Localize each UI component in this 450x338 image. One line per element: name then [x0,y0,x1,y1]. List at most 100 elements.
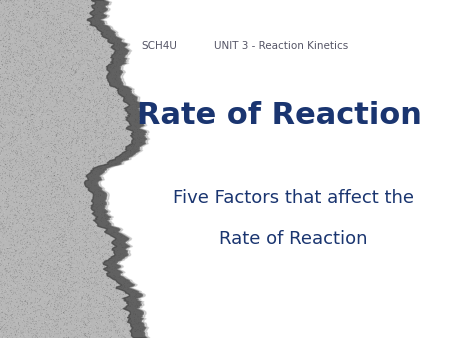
Point [76,105,84,110]
Point [18,70,25,75]
Point [61,31,68,36]
Point [67,40,74,45]
Point [98,98,105,103]
Point [96,162,104,167]
Point [65,78,72,83]
Point [38,41,45,46]
Point [22,121,29,126]
Point [111,245,118,250]
Point [99,255,107,260]
Point [113,227,121,233]
Point [65,48,72,53]
Point [84,334,91,338]
Point [99,293,106,298]
Point [0,273,4,278]
Point [123,101,130,106]
Point [16,132,23,137]
Point [116,286,123,291]
Point [36,102,43,108]
Point [130,147,137,152]
Point [91,190,98,195]
Point [116,332,123,337]
Point [60,240,67,245]
Point [69,50,76,55]
Point [67,224,74,230]
Point [10,208,17,213]
Point [85,226,92,232]
Point [1,99,8,105]
Point [27,14,35,19]
Point [89,126,96,132]
Point [32,66,39,71]
Point [92,27,99,32]
Point [34,242,41,247]
Point [124,329,131,334]
Point [18,177,25,183]
Point [25,61,32,66]
Point [44,235,51,240]
Point [6,100,13,106]
Point [72,193,79,199]
Point [77,100,85,105]
Point [132,311,139,316]
Point [113,58,121,63]
Point [55,243,63,248]
Point [62,131,69,137]
Point [63,175,70,181]
Point [42,166,50,171]
Point [128,332,135,338]
Point [102,316,109,321]
Point [48,52,55,57]
Point [4,262,11,267]
Point [18,49,25,54]
Point [137,326,144,331]
Point [32,233,39,239]
Point [36,213,43,218]
Point [0,11,7,16]
Point [112,329,120,335]
Point [112,83,119,88]
Point [32,296,39,302]
Point [50,141,57,146]
Point [35,244,42,250]
Point [111,58,118,64]
Point [113,119,121,124]
Point [91,0,99,6]
Point [78,217,85,223]
Point [87,186,94,192]
Point [61,321,68,327]
Point [58,294,65,300]
Point [10,175,18,180]
Point [71,18,78,23]
Point [44,283,51,288]
Point [106,313,113,319]
Point [59,28,66,34]
Point [17,23,24,28]
Point [91,111,99,116]
Point [3,18,10,24]
Point [57,223,64,229]
Point [119,319,126,325]
Point [94,24,102,29]
Point [44,286,51,291]
Point [47,89,54,95]
Point [64,21,71,26]
Point [2,93,9,98]
Point [21,58,28,64]
Point [94,42,101,47]
Point [86,18,94,23]
Point [22,131,29,136]
Point [101,0,108,5]
Point [79,171,86,176]
Point [15,3,22,8]
Point [59,315,67,321]
Point [124,298,131,304]
Point [0,3,4,8]
Point [81,45,89,50]
Point [31,102,38,107]
Point [34,4,41,9]
Point [76,63,83,69]
Point [104,324,111,330]
Point [25,270,32,275]
Point [33,40,40,45]
